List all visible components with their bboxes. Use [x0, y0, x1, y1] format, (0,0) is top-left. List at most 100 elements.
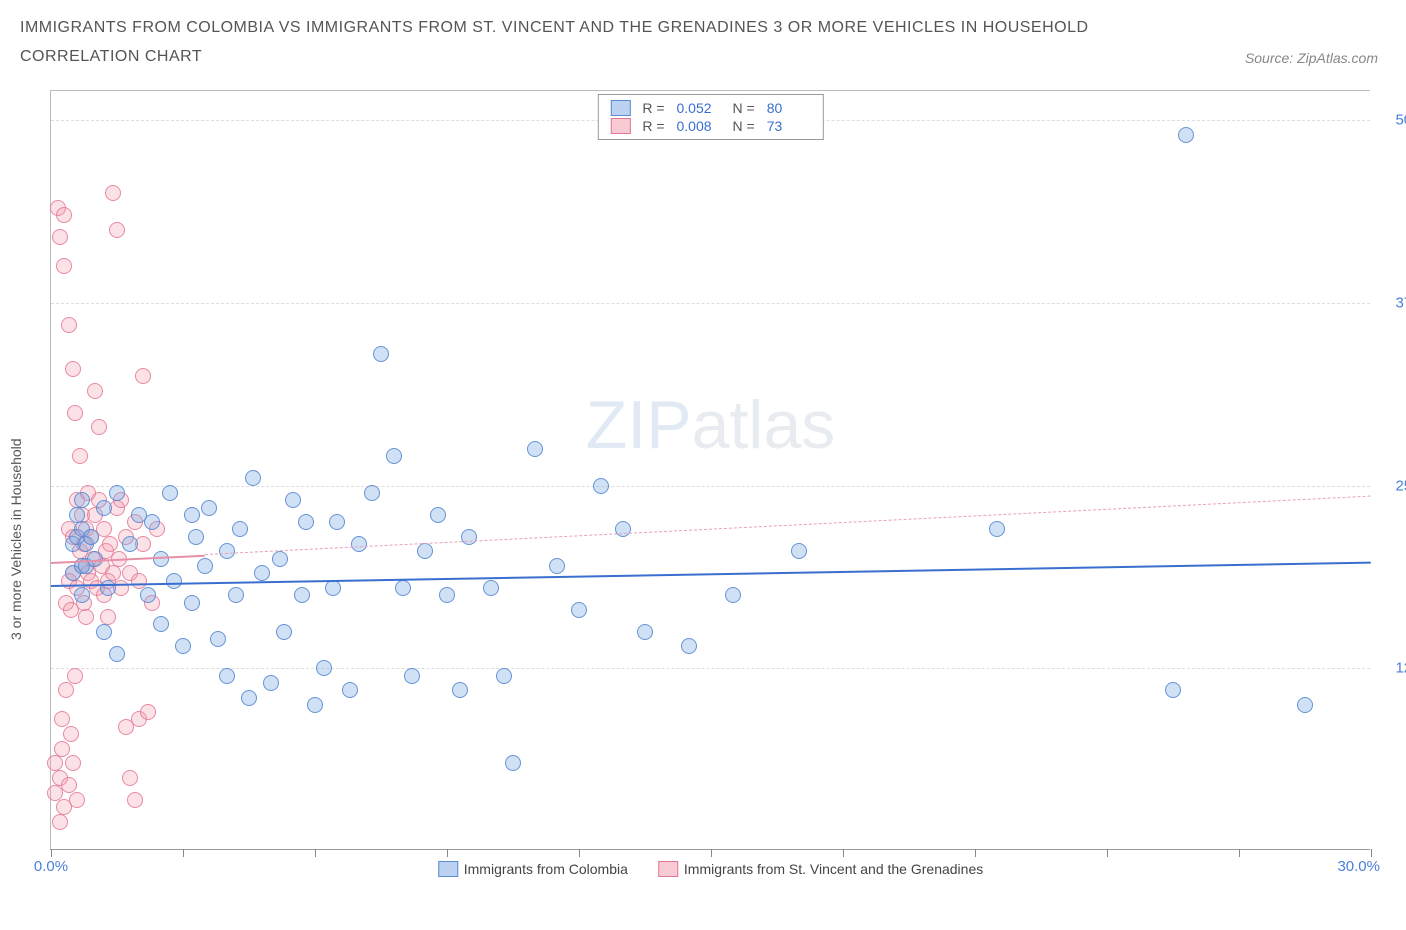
data-point [69, 792, 85, 808]
data-point [404, 668, 420, 684]
data-point [96, 624, 112, 640]
y-tick-label: 37.5% [1395, 294, 1406, 311]
data-point [96, 500, 112, 516]
data-point [373, 346, 389, 362]
data-point [232, 521, 248, 537]
data-point [72, 448, 88, 464]
y-tick-label: 50.0% [1395, 112, 1406, 129]
data-point [61, 777, 77, 793]
data-point [166, 573, 182, 589]
data-point [87, 383, 103, 399]
stat-row-blue: R = 0.052 N = 80 [598, 99, 822, 117]
data-point [109, 485, 125, 501]
x-tick-mark [843, 849, 844, 857]
chart-title-line2: CORRELATION CHART [20, 43, 1386, 72]
data-point [78, 609, 94, 625]
data-point [505, 755, 521, 771]
data-point [69, 507, 85, 523]
data-point [175, 638, 191, 654]
x-tick-mark [183, 849, 184, 857]
data-point [496, 668, 512, 684]
gridline-h [51, 303, 1370, 304]
x-tick-mark [315, 849, 316, 857]
source-attribution: Source: ZipAtlas.com [1245, 50, 1378, 66]
data-point [351, 536, 367, 552]
stat-n-label: N = [733, 118, 755, 134]
data-point [100, 609, 116, 625]
data-point [201, 500, 217, 516]
data-point [47, 755, 63, 771]
data-point [67, 668, 83, 684]
data-point [254, 565, 270, 581]
stat-r-blue: 0.052 [677, 100, 721, 116]
data-point [56, 207, 72, 223]
x-tick-max: 30.0% [1337, 858, 1380, 875]
data-point [316, 660, 332, 676]
data-point [184, 507, 200, 523]
data-point [395, 580, 411, 596]
bottom-legend: Immigrants from Colombia Immigrants from… [438, 861, 984, 877]
data-point [430, 507, 446, 523]
y-tick-label: 12.5% [1395, 660, 1406, 677]
stats-legend-box: R = 0.052 N = 80 R = 0.008 N = 73 [597, 94, 823, 140]
data-point [364, 485, 380, 501]
data-point [483, 580, 499, 596]
stat-n-pink: 73 [767, 118, 811, 134]
data-point [241, 690, 257, 706]
data-point [725, 587, 741, 603]
chart-title-line1: IMMIGRANTS FROM COLOMBIA VS IMMIGRANTS F… [20, 14, 1386, 43]
data-point [67, 405, 83, 421]
data-point [263, 675, 279, 691]
data-point [571, 602, 587, 618]
gridline-h [51, 668, 1370, 669]
data-point [298, 514, 314, 530]
data-point [52, 229, 68, 245]
stat-n-label: N = [733, 100, 755, 116]
swatch-pink-icon [610, 118, 630, 134]
data-point [61, 317, 77, 333]
data-point [386, 448, 402, 464]
regression-line [205, 496, 1371, 555]
data-point [100, 580, 116, 596]
data-point [527, 441, 543, 457]
data-point [1297, 697, 1313, 713]
data-point [188, 529, 204, 545]
data-point [153, 616, 169, 632]
data-point [135, 368, 151, 384]
stat-r-label: R = [642, 100, 664, 116]
data-point [681, 638, 697, 654]
data-point [109, 646, 125, 662]
data-point [83, 529, 99, 545]
x-tick-mark [51, 849, 52, 857]
data-point [52, 814, 68, 830]
data-point [245, 470, 261, 486]
swatch-pink-icon [658, 861, 678, 877]
data-point [56, 258, 72, 274]
legend-item-pink: Immigrants from St. Vincent and the Gren… [658, 861, 983, 877]
gridline-h [51, 486, 1370, 487]
data-point [105, 565, 121, 581]
data-point [105, 185, 121, 201]
data-point [1178, 127, 1194, 143]
data-point [329, 514, 345, 530]
data-point [127, 792, 143, 808]
x-tick-mark [447, 849, 448, 857]
x-tick-mark [1371, 849, 1372, 857]
data-point [74, 587, 90, 603]
data-point [122, 536, 138, 552]
x-tick-mark [975, 849, 976, 857]
data-point [184, 595, 200, 611]
data-point [65, 361, 81, 377]
data-point [131, 573, 147, 589]
y-tick-label: 25.0% [1395, 477, 1406, 494]
data-point [989, 521, 1005, 537]
data-point [417, 543, 433, 559]
data-point [276, 624, 292, 640]
data-point [144, 514, 160, 530]
data-point [54, 741, 70, 757]
data-point [615, 521, 631, 537]
x-tick-mark [1239, 849, 1240, 857]
data-point [294, 587, 310, 603]
legend-label-pink: Immigrants from St. Vincent and the Gren… [684, 861, 983, 877]
data-point [637, 624, 653, 640]
